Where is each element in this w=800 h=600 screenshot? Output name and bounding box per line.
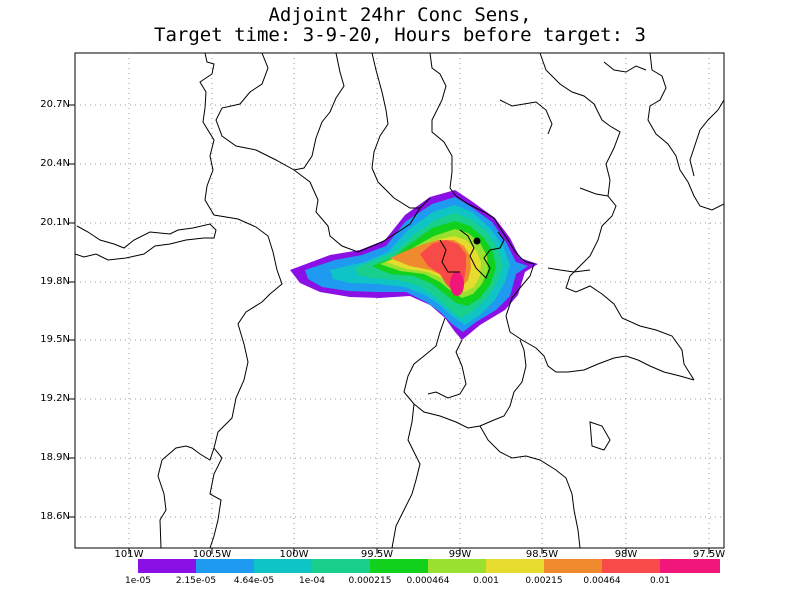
y-tick-label: 20.7N bbox=[40, 99, 70, 110]
x-tick-label: 100.5W bbox=[192, 549, 232, 560]
colorbar-swatch-5 bbox=[370, 559, 428, 573]
x-tick-label: 97.5W bbox=[692, 549, 726, 560]
colorbar bbox=[138, 559, 720, 573]
map-title-line1: Adjoint 24hr Conc Sens, bbox=[268, 4, 532, 26]
map-frame bbox=[74, 52, 725, 549]
colorbar-swatch-2 bbox=[196, 559, 254, 573]
colorbar-swatch-3 bbox=[254, 559, 312, 573]
colorbar-swatch-7 bbox=[486, 559, 544, 573]
x-tick-label: 98.5W bbox=[525, 549, 559, 560]
sensitivity-plume bbox=[290, 190, 538, 340]
colorbar-label: 1e-05 bbox=[125, 576, 151, 586]
y-tick-label: 18.9N bbox=[40, 452, 70, 463]
y-tick-label: 18.6N bbox=[40, 511, 70, 522]
colorbar-label: 0.01 bbox=[649, 576, 671, 586]
x-tick-label: 99W bbox=[448, 549, 472, 560]
colorbar-label: 0.000215 bbox=[348, 576, 392, 586]
colorbar-swatch-6 bbox=[428, 559, 486, 573]
colorbar-label: 0.000464 bbox=[406, 576, 450, 586]
colorbar-label: 2.15e-05 bbox=[175, 576, 217, 586]
map-title-line2: Target time: 3-9-20, Hours before target… bbox=[154, 24, 646, 46]
contour-level-0.01 bbox=[450, 272, 464, 296]
grid-lines bbox=[75, 53, 724, 548]
frame-ticks bbox=[69, 104, 710, 554]
colorbar-label: 1e-04 bbox=[299, 576, 325, 586]
colorbar-label: 4.64e-05 bbox=[233, 576, 275, 586]
colorbar-swatch-9 bbox=[602, 559, 660, 573]
y-tick-label: 20.4N bbox=[40, 158, 70, 169]
x-tick-label: 101W bbox=[114, 549, 144, 560]
y-tick-label: 19.2N bbox=[40, 393, 70, 404]
x-tick-label: 99.5W bbox=[360, 549, 394, 560]
x-tick-label: 100W bbox=[279, 549, 309, 560]
colorbar-swatch-10 bbox=[660, 559, 720, 573]
colorbar-swatch-1 bbox=[138, 559, 196, 573]
colorbar-swatch-4 bbox=[312, 559, 370, 573]
colorbar-label: 0.00464 bbox=[583, 576, 621, 586]
y-tick-label: 19.8N bbox=[40, 276, 70, 287]
colorbar-label: 0.001 bbox=[473, 576, 499, 586]
colorbar-swatch-8 bbox=[544, 559, 602, 573]
target-location-marker bbox=[473, 237, 481, 245]
state-boundaries bbox=[75, 53, 724, 548]
colorbar-label: 0.00215 bbox=[525, 576, 563, 586]
y-tick-label: 19.5N bbox=[40, 334, 70, 345]
y-tick-label: 20.1N bbox=[40, 217, 70, 228]
x-tick-label: 98W bbox=[614, 549, 638, 560]
